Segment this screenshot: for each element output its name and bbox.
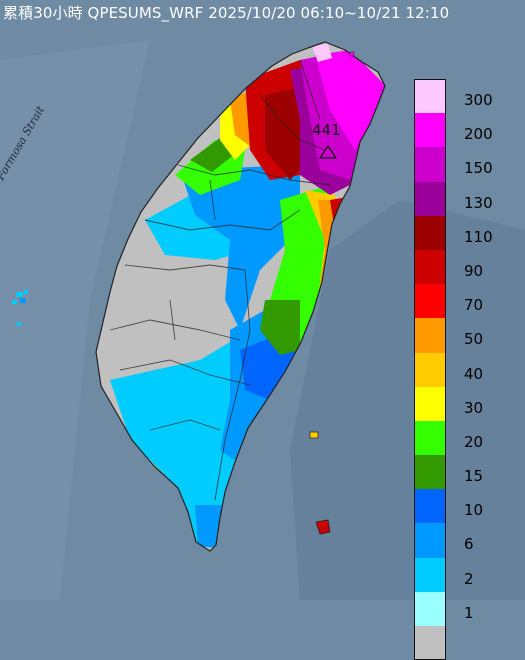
legend-value: 200 (464, 125, 493, 144)
legend-row: 130 (414, 181, 524, 216)
legend-row (414, 626, 524, 660)
legend-value: 30 (464, 398, 484, 417)
legend-row: 20 (414, 420, 524, 456)
rainfall-legend: 300 200 150 130 110 90 70 50 40 30 20 15 10 6 2 1 (414, 79, 524, 660)
legend-value: 1 (464, 603, 474, 622)
legend-value: 150 (464, 159, 493, 178)
legend-swatch (414, 215, 446, 250)
legend-row: 15 (414, 455, 524, 490)
deep-sea-shading (290, 200, 525, 600)
legend-value: 110 (464, 227, 493, 246)
legend-swatch (414, 318, 446, 353)
legend-swatch (414, 352, 446, 387)
legend-value: 40 (464, 364, 484, 383)
map-title: 累積30小時 QPESUMS_WRF 2025/10/20 06:10~10/2… (3, 4, 450, 22)
legend-row: 6 (414, 523, 524, 558)
legend-row: 2 (414, 557, 524, 592)
legend-value: 20 (464, 432, 484, 451)
legend-swatch (414, 181, 446, 216)
legend-row: 1 (414, 591, 524, 626)
orchid-island (315, 519, 331, 535)
legend-row: 110 (414, 215, 524, 250)
legend-row: 70 (414, 284, 524, 319)
legend-value: 2 (464, 569, 474, 588)
green-island (309, 431, 319, 439)
legend-row: 200 (414, 113, 524, 148)
rain-6mm-south-tip (195, 505, 222, 548)
legend-value: 130 (464, 193, 493, 212)
legend-swatch (414, 557, 446, 592)
legend-swatch (414, 147, 446, 182)
legend-swatch (414, 113, 446, 148)
legend-row: 10 (414, 489, 524, 524)
legend-swatch (414, 455, 446, 490)
legend-row: 30 (414, 386, 524, 421)
shelf-shading (0, 40, 150, 600)
legend-value: 15 (464, 467, 484, 486)
legend-swatch (414, 591, 446, 626)
rain-6mm-central (180, 165, 300, 330)
legend-swatch (414, 420, 446, 456)
rain-200mm-northeast (315, 50, 385, 150)
max-rainfall-marker (318, 144, 338, 159)
legend-swatch (414, 626, 446, 660)
rain-15mm-east (260, 300, 300, 355)
county-boundaries (109, 59, 331, 501)
legend-value: 6 (464, 535, 474, 554)
legend-swatch (414, 523, 446, 558)
legend-swatch (414, 79, 446, 114)
legend-swatch (414, 489, 446, 524)
legend-swatch (414, 386, 446, 421)
guishan-island (349, 51, 355, 57)
legend-row: 40 (414, 352, 524, 387)
legend-row: 300 (414, 79, 524, 114)
legend-value: 10 (464, 501, 484, 520)
rain-300mm-cape (312, 44, 332, 62)
legend-swatch (414, 284, 446, 319)
legend-value: 90 (464, 261, 484, 280)
legend-row: 50 (414, 318, 524, 353)
penghu-islands (12, 290, 28, 326)
legend-row: 150 (414, 147, 524, 182)
legend-swatch (414, 249, 446, 285)
taiwan-coastline (95, 41, 386, 552)
legend-row: 90 (414, 249, 524, 285)
legend-value: 50 (464, 330, 484, 349)
legend-value: 300 (464, 91, 493, 109)
max-rainfall-label: 441 (312, 121, 341, 139)
legend-value: 70 (464, 296, 484, 315)
